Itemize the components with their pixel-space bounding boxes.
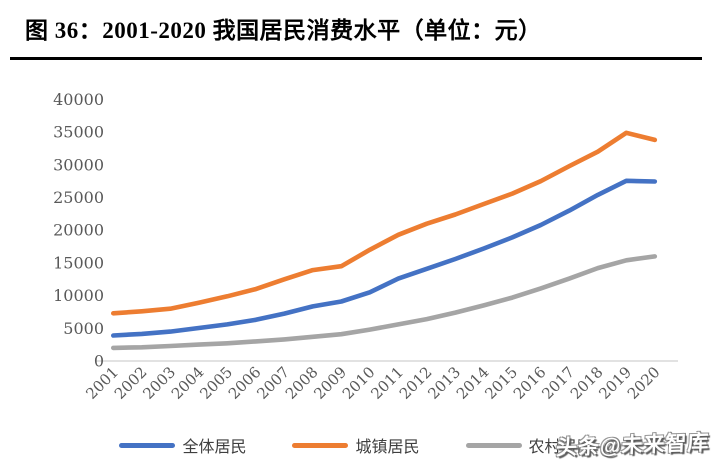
y-axis-tick-label: 0 bbox=[94, 352, 104, 371]
x-axis-tick-label: 2004 bbox=[168, 363, 208, 403]
x-axis-tick-label: 2015 bbox=[481, 363, 521, 403]
x-axis-tick-label: 2010 bbox=[339, 363, 379, 403]
legend-swatch-rural-residents bbox=[465, 442, 522, 448]
series-line-2 bbox=[111, 254, 658, 351]
x-axis-tick-label: 2008 bbox=[282, 363, 322, 403]
x-axis-tick-label: 2005 bbox=[196, 363, 236, 403]
watermark-toutiao-weilaizhiku: 头条@未来智库 bbox=[555, 431, 710, 460]
x-axis-tick-label: 2009 bbox=[310, 363, 350, 403]
y-axis-tick-label: 10000 bbox=[53, 286, 104, 305]
legend-item-all-residents: 全体居民 bbox=[119, 433, 246, 457]
x-axis-tick-label: 2012 bbox=[396, 363, 436, 403]
legend-label-urban-residents: 城镇居民 bbox=[355, 439, 420, 456]
x-axis-tick-label: 2003 bbox=[139, 363, 179, 403]
y-axis-tick-label: 25000 bbox=[53, 188, 104, 207]
legend-label-rural-residents: 农村居民 bbox=[528, 439, 593, 456]
x-axis-tick-label: 2018 bbox=[567, 363, 607, 403]
legend-item-urban-residents: 城镇居民 bbox=[292, 433, 420, 457]
legend-swatch-urban-residents bbox=[292, 442, 349, 448]
legend-label-all-residents: 全体居民 bbox=[182, 439, 247, 456]
legend-item-rural-residents: 农村居民 bbox=[465, 433, 593, 457]
x-axis-tick-label: 2007 bbox=[253, 363, 293, 403]
figure-title: 图 36：2001-2020 我国居民消费水平（单位：元） bbox=[25, 18, 542, 43]
y-axis-tick-label: 20000 bbox=[53, 221, 104, 240]
chart-legend: 全体居民 城镇居民 农村居民 bbox=[0, 433, 712, 457]
x-axis-tick-label: 2016 bbox=[510, 363, 550, 403]
y-axis-tick-label: 35000 bbox=[53, 123, 104, 142]
x-axis-tick-label: 2001 bbox=[82, 363, 122, 403]
x-axis-tick-label: 2002 bbox=[111, 363, 151, 403]
title-divider bbox=[10, 57, 702, 60]
series-line-1 bbox=[111, 130, 658, 316]
y-axis-tick-label: 40000 bbox=[53, 90, 104, 109]
y-axis-tick-label: 30000 bbox=[53, 155, 104, 174]
legend-swatch-all-residents bbox=[119, 442, 176, 448]
y-axis-tick-label: 15000 bbox=[53, 253, 104, 272]
x-axis-tick-label: 2006 bbox=[225, 363, 265, 403]
x-axis-tick-label: 2013 bbox=[424, 363, 464, 403]
x-axis-tick-label: 2020 bbox=[624, 363, 664, 403]
series-line-0 bbox=[111, 178, 658, 338]
x-axis-tick-label: 2017 bbox=[538, 363, 578, 403]
x-axis-tick-label: 2011 bbox=[367, 363, 407, 403]
x-axis-tick-label: 2019 bbox=[595, 363, 635, 403]
x-axis-tick-label: 2014 bbox=[453, 363, 493, 403]
y-axis-tick-label: 5000 bbox=[63, 319, 104, 338]
